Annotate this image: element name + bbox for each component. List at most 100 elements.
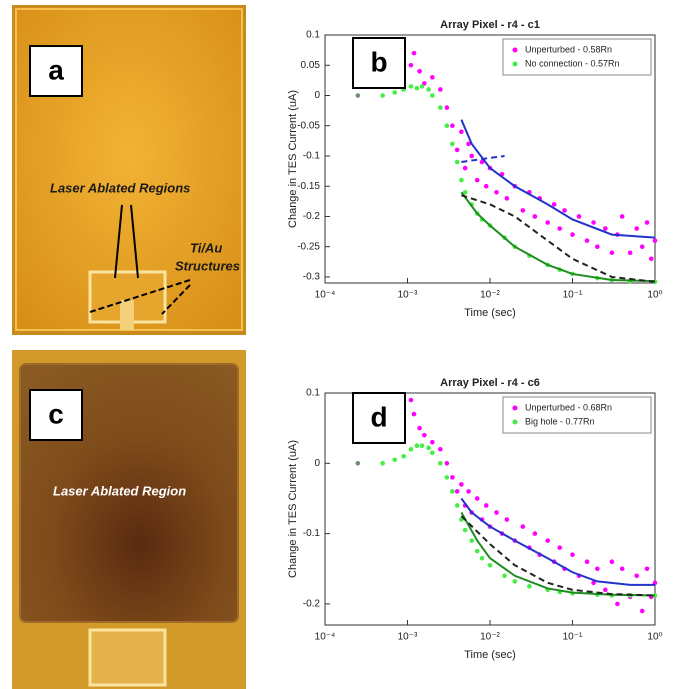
data-point [474, 177, 480, 183]
annotation: Laser Ablated Regions [50, 180, 190, 195]
data-point [532, 531, 538, 536]
legend-entry: Big hole - 0.77Rn [525, 416, 595, 426]
legend [502, 396, 652, 434]
data-point [562, 208, 567, 213]
data-point [545, 220, 550, 225]
panel-label: d [370, 401, 387, 432]
y-tick-label: 0.05 [301, 60, 321, 71]
data-point [444, 105, 450, 110]
fit-line [460, 497, 655, 586]
y-tick-label: -0.2 [303, 599, 321, 610]
data-point [520, 208, 526, 213]
y-tick-label: 0 [314, 90, 320, 101]
data-point [494, 189, 499, 195]
data-point [494, 510, 499, 515]
x-tick-label: 10⁻¹ [563, 290, 583, 301]
y-axis-label: Change in TES Current (uA) [287, 440, 299, 578]
data-point [504, 196, 510, 201]
data-point [557, 226, 563, 231]
x-tick-label: 10⁻⁴ [315, 290, 336, 301]
data-point [576, 214, 582, 219]
data-point [408, 397, 414, 403]
data-point [591, 220, 596, 225]
data-point [469, 153, 474, 159]
data-point [417, 68, 422, 74]
data-point [512, 579, 518, 584]
data-point [459, 482, 464, 487]
data-point [426, 445, 431, 451]
fit-line [460, 191, 656, 283]
x-axis-label: Time (sec) [464, 649, 516, 661]
data-point [454, 159, 460, 165]
data-point [479, 159, 485, 165]
data-point [438, 105, 443, 110]
y-tick-label: -0.3 [303, 272, 321, 283]
y-tick-label: -0.1 [303, 151, 321, 162]
data-point [426, 87, 431, 92]
data-point [414, 443, 420, 449]
legend-marker [512, 61, 518, 67]
fit-line [460, 119, 656, 239]
fit-line [461, 194, 656, 283]
x-tick-label: 10⁻² [480, 632, 500, 643]
data-point [422, 432, 427, 438]
data-point [450, 475, 455, 480]
y-tick-label: -0.25 [297, 241, 320, 252]
data-point [462, 189, 468, 195]
data-point [466, 489, 471, 494]
data-point [474, 548, 480, 554]
data-point [401, 453, 407, 459]
y-tick-label: -0.05 [297, 120, 320, 131]
data-point [502, 573, 507, 579]
data-point [487, 562, 493, 568]
fit-line [460, 512, 656, 597]
y-tick-label: -0.15 [297, 181, 320, 192]
chart-title: Array Pixel - r4 - c1 [440, 19, 540, 31]
data-point [609, 559, 615, 565]
x-tick-label: 10⁻³ [398, 632, 418, 643]
data-point [644, 220, 650, 225]
data-point [438, 461, 443, 466]
data-point [639, 244, 645, 250]
data-point [380, 93, 385, 98]
data-point [430, 450, 435, 456]
fit-line [461, 154, 505, 164]
data-point [444, 475, 450, 480]
photo-a [12, 5, 246, 335]
data-point [444, 461, 450, 466]
x-tick-label: 10⁰ [647, 632, 662, 643]
data-point [462, 527, 468, 533]
data-point [557, 545, 563, 550]
data-point [355, 93, 361, 98]
data-point [417, 425, 422, 431]
data-point [392, 90, 398, 95]
data-point [454, 503, 460, 508]
x-tick-label: 10⁻² [480, 290, 500, 301]
data-point [454, 489, 460, 494]
data-point [603, 587, 608, 593]
y-tick-label: 0.1 [306, 30, 320, 41]
data-point [459, 129, 464, 135]
data-point [438, 446, 443, 452]
data-point [430, 439, 435, 445]
data-point [595, 244, 600, 250]
y-tick-label: 0.1 [306, 388, 320, 399]
annotation: Structures [175, 258, 240, 273]
data-point [634, 226, 639, 231]
data-point [619, 566, 625, 572]
data-point [450, 123, 455, 129]
photo-c [12, 350, 246, 689]
annotation: Laser Ablated Region [53, 483, 186, 498]
data-point [466, 141, 471, 147]
data-point [584, 238, 590, 243]
legend-entry: No connection - 0.57Rn [525, 58, 620, 68]
data-point [595, 566, 600, 572]
legend-marker [512, 47, 518, 53]
y-tick-label: -0.1 [303, 528, 321, 539]
data-point [474, 496, 480, 501]
data-point [644, 566, 650, 572]
data-point [619, 214, 625, 219]
data-point [527, 584, 532, 589]
data-point [454, 147, 460, 153]
